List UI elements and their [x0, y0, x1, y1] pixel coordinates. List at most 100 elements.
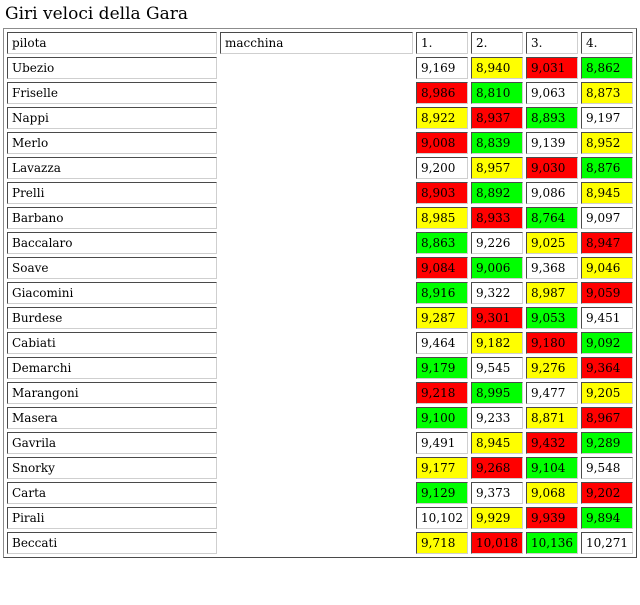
header-lap-3: 3.: [526, 32, 578, 54]
pilot-name-cell: Prelli: [7, 182, 217, 204]
pilot-name-cell: Nappi: [7, 107, 217, 129]
pilot-name-cell: Masera: [7, 407, 217, 429]
lap-2-time-cell: 8,810: [471, 82, 523, 104]
lap-4-time-cell: 8,947: [581, 232, 633, 254]
pilot-name-cell: Giacomini: [7, 282, 217, 304]
pilot-name-cell: Pirali: [7, 507, 217, 529]
lap-1-time-cell: 8,903: [416, 182, 468, 204]
car-cell: [220, 207, 413, 229]
car-cell: [220, 257, 413, 279]
table-body: pilota macchina 1. 2. 3. 4. Ubezio 9,169 8…: [7, 32, 633, 554]
lap-3-time-cell: 9,368: [526, 257, 578, 279]
lap-4-time-cell: 8,945: [581, 182, 633, 204]
lap-4-time-cell: 9,894: [581, 507, 633, 529]
table-row: Prelli 8,903 8,892 9,086 8,945: [7, 182, 633, 204]
lap-3-time-cell: 9,276: [526, 357, 578, 379]
lap-1-time-cell: 9,464: [416, 332, 468, 354]
car-cell: [220, 57, 413, 79]
header-lap-4: 4.: [581, 32, 633, 54]
lap-4-time-cell: 9,059: [581, 282, 633, 304]
lap-2-time-cell: 8,937: [471, 107, 523, 129]
header-car: macchina: [220, 32, 413, 54]
car-cell: [220, 532, 413, 554]
lap-1-time-cell: 8,986: [416, 82, 468, 104]
lap-4-time-cell: 8,876: [581, 157, 633, 179]
table-row: Merlo 9,008 8,839 9,139 8,952: [7, 132, 633, 154]
lap-1-time-cell: 10,102: [416, 507, 468, 529]
pilot-name-cell: Marangoni: [7, 382, 217, 404]
lap-2-time-cell: 9,301: [471, 307, 523, 329]
lap-3-time-cell: 9,139: [526, 132, 578, 154]
car-cell: [220, 232, 413, 254]
lap-3-time-cell: 8,871: [526, 407, 578, 429]
lap-3-time-cell: 9,031: [526, 57, 578, 79]
lap-4-time-cell: 9,364: [581, 357, 633, 379]
lap-1-time-cell: 9,718: [416, 532, 468, 554]
lap-3-time-cell: 8,764: [526, 207, 578, 229]
fast-laps-table: pilota macchina 1. 2. 3. 4. Ubezio 9,169 8…: [3, 28, 637, 558]
table-row: Friselle 8,986 8,810 9,063 8,873: [7, 82, 633, 104]
pilot-name-cell: Soave: [7, 257, 217, 279]
pilot-name-cell: Carta: [7, 482, 217, 504]
lap-2-time-cell: 8,839: [471, 132, 523, 154]
lap-2-time-cell: 9,545: [471, 357, 523, 379]
lap-4-time-cell: 8,952: [581, 132, 633, 154]
pilot-name-cell: Demarchi: [7, 357, 217, 379]
lap-1-time-cell: 9,100: [416, 407, 468, 429]
lap-2-time-cell: 8,933: [471, 207, 523, 229]
pilot-name-cell: Barbano: [7, 207, 217, 229]
car-cell: [220, 432, 413, 454]
table-row: Beccati 9,718 10,018 10,136 10,271: [7, 532, 633, 554]
lap-2-time-cell: 9,373: [471, 482, 523, 504]
car-cell: [220, 182, 413, 204]
lap-2-time-cell: 8,957: [471, 157, 523, 179]
lap-4-time-cell: 9,289: [581, 432, 633, 454]
lap-4-time-cell: 9,205: [581, 382, 633, 404]
page-title: Giri veloci della Gara: [5, 4, 189, 24]
pilot-name-cell: Lavazza: [7, 157, 217, 179]
header-pilot: pilota: [7, 32, 217, 54]
lap-3-time-cell: 9,053: [526, 307, 578, 329]
table-row: Cabiati 9,464 9,182 9,180 9,092: [7, 332, 633, 354]
pilot-name-cell: Baccalaro: [7, 232, 217, 254]
pilot-name-cell: Gavrila: [7, 432, 217, 454]
lap-2-time-cell: 9,182: [471, 332, 523, 354]
lap-2-time-cell: 9,226: [471, 232, 523, 254]
lap-3-time-cell: 10,136: [526, 532, 578, 554]
car-cell: [220, 282, 413, 304]
car-cell: [220, 307, 413, 329]
lap-4-time-cell: 10,271: [581, 532, 633, 554]
lap-4-time-cell: 9,197: [581, 107, 633, 129]
pilot-name-cell: Merlo: [7, 132, 217, 154]
lap-1-time-cell: 8,985: [416, 207, 468, 229]
lap-3-time-cell: 9,939: [526, 507, 578, 529]
table-row: Pirali 10,102 9,929 9,939 9,894: [7, 507, 633, 529]
lap-2-time-cell: 8,995: [471, 382, 523, 404]
car-cell: [220, 332, 413, 354]
lap-1-time-cell: 9,129: [416, 482, 468, 504]
header-lap-1: 1.: [416, 32, 468, 54]
table-row: Soave 9,084 9,006 9,368 9,046: [7, 257, 633, 279]
header-lap-2: 2.: [471, 32, 523, 54]
lap-3-time-cell: 9,432: [526, 432, 578, 454]
lap-1-time-cell: 9,179: [416, 357, 468, 379]
pilot-name-cell: Burdese: [7, 307, 217, 329]
lap-2-time-cell: 9,322: [471, 282, 523, 304]
pilot-name-cell: Beccati: [7, 532, 217, 554]
lap-3-time-cell: 9,025: [526, 232, 578, 254]
lap-3-time-cell: 8,893: [526, 107, 578, 129]
car-cell: [220, 382, 413, 404]
car-cell: [220, 482, 413, 504]
table-row: Gavrila 9,491 8,945 9,432 9,289: [7, 432, 633, 454]
lap-2-time-cell: 8,892: [471, 182, 523, 204]
lap-2-time-cell: 8,945: [471, 432, 523, 454]
lap-2-time-cell: 9,233: [471, 407, 523, 429]
car-cell: [220, 157, 413, 179]
lap-1-time-cell: 9,200: [416, 157, 468, 179]
lap-4-time-cell: 9,097: [581, 207, 633, 229]
lap-3-time-cell: 9,030: [526, 157, 578, 179]
pilot-name-cell: Cabiati: [7, 332, 217, 354]
table-row: Nappi 8,922 8,937 8,893 9,197: [7, 107, 633, 129]
lap-3-time-cell: 9,068: [526, 482, 578, 504]
table-row: Marangoni 9,218 8,995 9,477 9,205: [7, 382, 633, 404]
